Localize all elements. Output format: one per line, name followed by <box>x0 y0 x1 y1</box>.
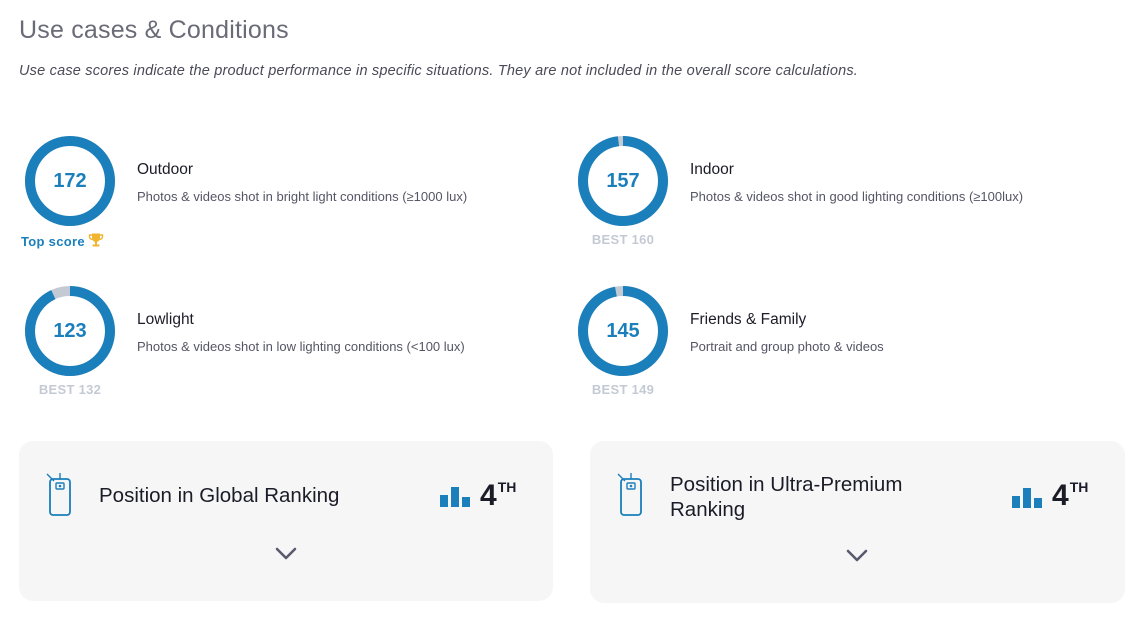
ranking-position-suffix: TH <box>1069 479 1089 495</box>
score-ring: 172 <box>23 134 117 228</box>
top-score-label: Top score <box>21 234 85 249</box>
usecase-lowlight: 123 BEST 132 Lowlight Photos & videos sh… <box>23 284 543 424</box>
ranking-position-number: 4 <box>480 479 497 512</box>
page-title: Use cases & Conditions <box>19 16 289 44</box>
usecase-name: Outdoor <box>137 161 194 178</box>
score-value: 157 <box>606 169 640 192</box>
bar-chart-icon <box>1012 486 1044 513</box>
usecase-name: Indoor <box>690 161 734 178</box>
score-ring: 145 <box>576 284 670 378</box>
usecase-description: Photos & videos shot in low lighting con… <box>137 339 465 354</box>
usecase-description: Photos & videos shot in bright light con… <box>137 189 468 204</box>
best-score-label: BEST 149 <box>591 382 655 397</box>
smartphone-camera-icon <box>616 473 646 522</box>
ranking-position: 4TH <box>1052 479 1088 513</box>
ranking-position-suffix: TH <box>497 479 517 495</box>
usecase-outdoor: 172 Top score Outdoor Photos & videos sh… <box>21 134 543 274</box>
top-score-badge: Top score <box>21 232 141 251</box>
usecase-name: Friends & Family <box>690 311 807 328</box>
ranking-label: Position in Global Ranking <box>99 484 340 507</box>
ranking-card-global[interactable]: Position in Global Ranking 4TH <box>19 441 553 601</box>
chevron-down-icon[interactable] <box>275 547 297 566</box>
best-score-label: BEST 160 <box>591 232 655 247</box>
ranking-card-ultra-premium[interactable]: Position in Ultra-Premium Ranking 4TH <box>590 441 1125 603</box>
best-score-label: BEST 132 <box>38 382 102 397</box>
page-subtitle: Use case scores indicate the product per… <box>19 63 859 79</box>
bar-chart-icon <box>440 485 472 512</box>
chevron-down-icon[interactable] <box>846 549 868 568</box>
score-ring: 123 <box>23 284 117 378</box>
usecase-description: Portrait and group photo & videos <box>690 339 884 354</box>
ranking-position-number: 4 <box>1052 479 1069 512</box>
score-value: 123 <box>53 319 87 342</box>
score-value: 172 <box>53 169 87 192</box>
score-ring: 157 <box>576 134 670 228</box>
ranking-label: Position in Ultra-Premium Ranking <box>670 473 903 521</box>
usecase-friends-family: 145 BEST 149 Friends & Family Portrait a… <box>576 284 1096 424</box>
score-value: 145 <box>606 319 640 342</box>
smartphone-camera-icon <box>45 473 75 522</box>
usecase-description: Photos & videos shot in good lighting co… <box>690 189 1024 204</box>
trophy-icon <box>88 232 104 251</box>
ranking-position: 4TH <box>480 479 516 513</box>
usecase-indoor: 157 BEST 160 Indoor Photos & videos shot… <box>576 134 1096 274</box>
usecase-name: Lowlight <box>137 311 194 328</box>
